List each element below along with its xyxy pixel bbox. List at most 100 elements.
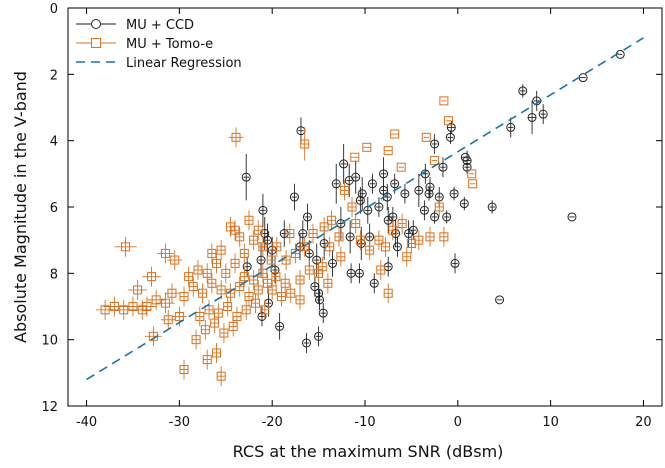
data-point — [184, 272, 194, 282]
data-point — [388, 225, 398, 235]
data-point — [304, 248, 314, 258]
data-point — [390, 129, 400, 139]
data-point — [241, 305, 251, 315]
data-point — [200, 325, 210, 335]
data-point — [239, 272, 249, 282]
plot-inner — [86, 37, 644, 387]
data-point — [350, 152, 360, 162]
data-point — [250, 298, 260, 308]
data-point — [258, 242, 268, 252]
data-point — [383, 146, 393, 156]
y-tick-label: 8 — [50, 267, 58, 282]
data-point — [392, 242, 402, 252]
data-point — [327, 215, 337, 225]
data-point — [257, 311, 267, 321]
legend-label: Linear Regression — [126, 56, 242, 71]
data-point — [151, 295, 161, 305]
data-point — [319, 222, 329, 232]
data-point — [276, 292, 286, 302]
data-point — [202, 268, 212, 278]
data-point — [314, 288, 324, 298]
data-point — [400, 189, 410, 199]
data-point — [314, 331, 324, 341]
data-point — [207, 278, 217, 288]
data-point — [354, 268, 364, 278]
data-point — [198, 288, 208, 298]
y-tick-label: 12 — [41, 400, 58, 415]
data-point — [495, 295, 505, 305]
data-point — [275, 321, 285, 331]
data-point — [170, 255, 180, 265]
data-point — [271, 272, 281, 282]
data-point — [424, 189, 434, 199]
data-point — [336, 252, 346, 262]
data-point — [357, 189, 367, 199]
data-point — [462, 162, 472, 172]
data-point — [446, 122, 456, 132]
data-point — [430, 212, 440, 222]
data-point — [319, 238, 329, 248]
data-point — [128, 302, 138, 311]
data-point — [295, 275, 305, 285]
data-point — [267, 245, 277, 255]
data-point — [336, 219, 346, 229]
data-point — [160, 248, 170, 258]
data-point — [286, 288, 296, 298]
data-point — [160, 298, 170, 308]
data-point — [235, 282, 245, 292]
data-point — [328, 258, 338, 268]
data-point — [527, 112, 537, 122]
data-point — [195, 311, 205, 321]
data-point — [356, 238, 366, 248]
data-point — [438, 162, 448, 172]
data-point — [212, 348, 221, 358]
data-point — [459, 199, 469, 209]
data-point — [231, 132, 241, 142]
data-point — [419, 205, 429, 215]
data-point — [266, 255, 276, 265]
data-point — [109, 302, 119, 311]
data-point — [302, 338, 312, 348]
data-point — [147, 272, 157, 282]
data-point — [119, 305, 129, 315]
data-point — [216, 245, 226, 255]
data-point — [239, 248, 249, 258]
data-point — [402, 252, 412, 262]
data-point — [406, 238, 416, 248]
data-point — [216, 371, 226, 381]
data-point — [351, 219, 361, 229]
data-point — [379, 169, 389, 179]
data-point — [228, 321, 238, 331]
y-tick-label: 2 — [50, 68, 58, 83]
data-point — [289, 192, 299, 202]
data-point — [396, 162, 406, 172]
data-point — [121, 242, 131, 252]
legend-label: MU + Tomo-e — [126, 37, 213, 52]
data-point — [249, 235, 259, 245]
data-point — [538, 109, 548, 119]
regression-line — [86, 37, 644, 381]
data-point — [506, 122, 516, 132]
data-point — [191, 335, 201, 345]
data-point — [137, 305, 147, 315]
data-point — [285, 229, 295, 239]
data-point — [442, 212, 452, 222]
data-point — [219, 328, 229, 338]
data-point — [235, 232, 245, 242]
data-point — [439, 96, 449, 106]
x-tick-label: -20 — [262, 415, 283, 430]
data-point — [225, 222, 235, 232]
data-point — [468, 179, 478, 189]
data-point — [445, 132, 455, 142]
data-point — [391, 229, 401, 239]
data-point — [267, 285, 277, 295]
data-point — [347, 202, 357, 212]
data-point — [100, 305, 110, 315]
data-point — [260, 305, 270, 315]
data-point — [221, 268, 231, 278]
data-point — [253, 285, 263, 295]
data-point — [204, 305, 214, 315]
data-point — [308, 229, 318, 239]
data-point — [467, 169, 477, 179]
